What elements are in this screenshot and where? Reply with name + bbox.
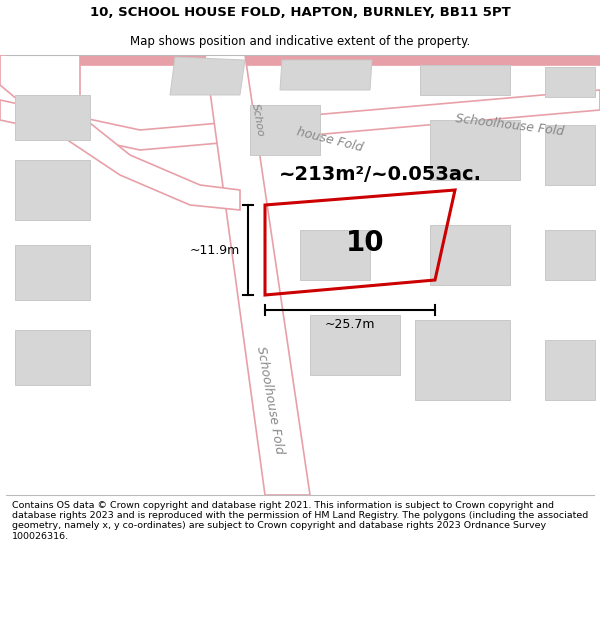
Polygon shape [420, 65, 510, 95]
Polygon shape [15, 95, 90, 140]
Polygon shape [0, 55, 600, 65]
Polygon shape [545, 67, 595, 97]
Text: 10, SCHOOL HOUSE FOLD, HAPTON, BURNLEY, BB11 5PT: 10, SCHOOL HOUSE FOLD, HAPTON, BURNLEY, … [89, 6, 511, 19]
Text: Map shows position and indicative extent of the property.: Map shows position and indicative extent… [130, 35, 470, 48]
Polygon shape [545, 340, 595, 400]
Polygon shape [415, 320, 510, 400]
Text: Schoo: Schoo [250, 102, 266, 138]
Polygon shape [300, 230, 370, 280]
Polygon shape [280, 60, 372, 90]
Text: 10: 10 [346, 229, 385, 257]
Text: Schoolhouse Fold: Schoolhouse Fold [254, 345, 286, 455]
Text: ~213m²/~0.053ac.: ~213m²/~0.053ac. [278, 166, 482, 184]
Polygon shape [15, 245, 90, 300]
Polygon shape [170, 57, 245, 95]
Polygon shape [250, 105, 320, 155]
Text: ~25.7m: ~25.7m [325, 319, 375, 331]
Polygon shape [205, 55, 310, 495]
Polygon shape [545, 230, 595, 280]
Polygon shape [0, 55, 240, 210]
Polygon shape [0, 90, 600, 150]
Polygon shape [15, 160, 90, 220]
Polygon shape [545, 125, 595, 185]
Polygon shape [310, 315, 400, 375]
Polygon shape [430, 225, 510, 285]
Polygon shape [430, 120, 520, 180]
Text: Schoolhouse Fold: Schoolhouse Fold [455, 112, 565, 138]
Polygon shape [15, 330, 90, 385]
Polygon shape [430, 335, 510, 400]
Text: ~11.9m: ~11.9m [190, 244, 240, 256]
Text: house Fold: house Fold [295, 126, 365, 154]
Text: Contains OS data © Crown copyright and database right 2021. This information is : Contains OS data © Crown copyright and d… [12, 501, 588, 541]
